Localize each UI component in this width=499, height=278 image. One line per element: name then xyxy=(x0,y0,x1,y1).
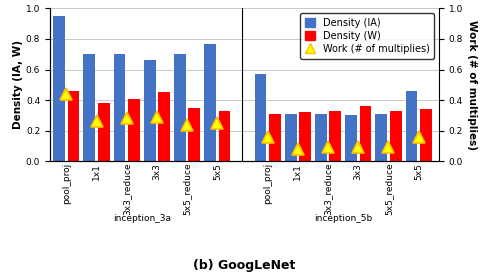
Bar xyxy=(390,111,402,161)
Y-axis label: Work (# of multiplies): Work (# of multiplies) xyxy=(467,20,477,150)
Bar xyxy=(53,16,65,161)
Bar xyxy=(144,60,156,161)
Bar xyxy=(204,44,216,161)
Bar xyxy=(375,114,387,161)
Bar xyxy=(406,91,417,161)
Bar xyxy=(83,54,95,161)
Bar xyxy=(254,74,266,161)
Bar xyxy=(329,111,341,161)
Bar xyxy=(299,112,311,161)
Text: inception_3a: inception_3a xyxy=(113,214,171,223)
Bar xyxy=(315,114,327,161)
Bar xyxy=(189,108,200,161)
Bar xyxy=(128,99,140,161)
Bar xyxy=(68,91,79,161)
Y-axis label: Density (IA, W): Density (IA, W) xyxy=(13,40,23,129)
Bar xyxy=(420,109,432,161)
Legend: Density (IA), Density (W), Work (# of multiplies): Density (IA), Density (W), Work (# of mu… xyxy=(300,13,434,59)
Bar xyxy=(360,106,371,161)
Bar xyxy=(345,115,357,161)
Bar xyxy=(158,93,170,161)
Bar xyxy=(174,54,186,161)
Text: (b) GoogLeNet: (b) GoogLeNet xyxy=(193,259,296,272)
Bar xyxy=(98,103,110,161)
Bar xyxy=(269,114,281,161)
Bar xyxy=(114,54,125,161)
Bar xyxy=(219,111,231,161)
Bar xyxy=(285,114,296,161)
Text: inception_5b: inception_5b xyxy=(314,214,372,223)
